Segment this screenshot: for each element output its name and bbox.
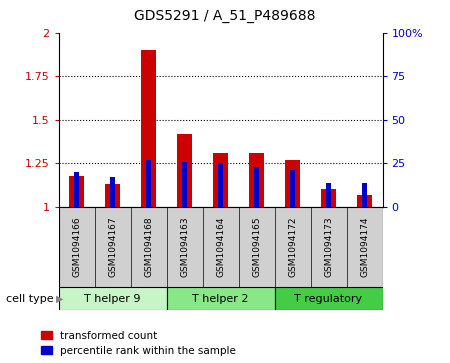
Bar	[58, 287, 166, 310]
Text: cell type: cell type	[6, 294, 54, 303]
Text: GSM1094164: GSM1094164	[216, 217, 225, 277]
Bar	[177, 134, 192, 207]
Text: GSM1094173: GSM1094173	[324, 216, 333, 277]
Text: GSM1094163: GSM1094163	[180, 216, 189, 277]
Text: GSM1094166: GSM1094166	[72, 216, 81, 277]
Text: GSM1094168: GSM1094168	[144, 216, 153, 277]
Bar	[218, 163, 223, 207]
Text: GSM1094165: GSM1094165	[252, 216, 261, 277]
Bar	[362, 183, 367, 207]
Text: GSM1094167: GSM1094167	[108, 216, 117, 277]
Bar	[254, 167, 259, 207]
Bar	[326, 183, 331, 207]
Bar	[141, 50, 156, 207]
Legend: transformed count, percentile rank within the sample: transformed count, percentile rank withi…	[41, 331, 236, 356]
Text: T helper 9: T helper 9	[84, 294, 141, 303]
Bar	[285, 160, 300, 207]
Bar	[166, 287, 274, 310]
Text: T regulatory: T regulatory	[294, 294, 363, 303]
Bar	[321, 189, 336, 207]
Text: T helper 2: T helper 2	[192, 294, 249, 303]
Bar	[274, 287, 382, 310]
Bar	[249, 153, 264, 207]
Text: GDS5291 / A_51_P489688: GDS5291 / A_51_P489688	[134, 9, 316, 23]
Bar	[357, 195, 372, 207]
Bar	[182, 162, 187, 207]
Text: GSM1094172: GSM1094172	[288, 217, 297, 277]
Bar	[110, 177, 115, 207]
Text: ▶: ▶	[56, 294, 64, 303]
Bar	[290, 170, 295, 207]
Bar	[213, 153, 228, 207]
Bar	[146, 160, 151, 207]
Text: GSM1094174: GSM1094174	[360, 217, 369, 277]
Bar	[74, 172, 79, 207]
Bar	[69, 176, 84, 207]
Bar	[105, 184, 120, 207]
